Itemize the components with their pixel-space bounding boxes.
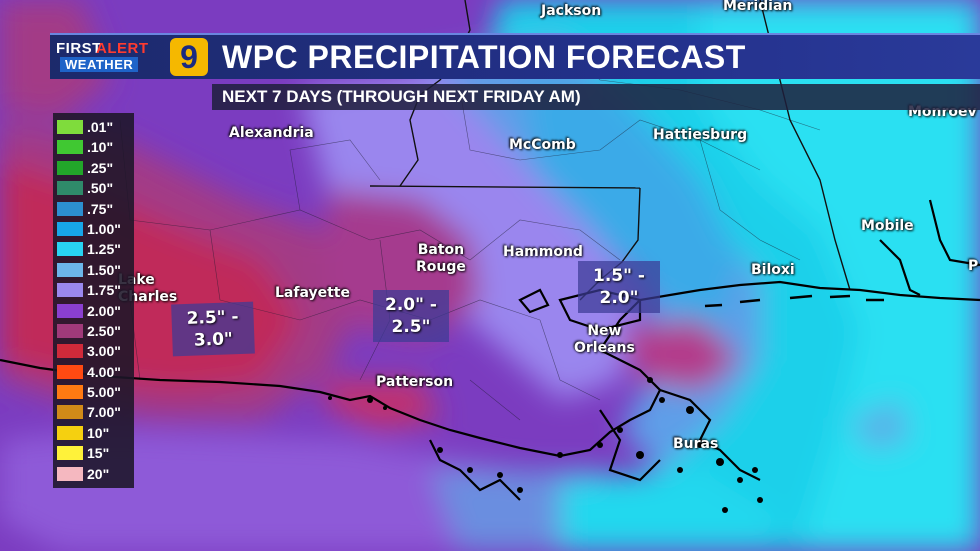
legend-item: 1.50" (53, 260, 134, 280)
legend-item: 4.00" (53, 362, 134, 382)
amount-box-central: 2.0" - 2.5" (373, 290, 449, 342)
city-label-mobile: Mobile (861, 218, 914, 234)
legend-item: 2.00" (53, 301, 134, 321)
city-label-new-orleans: New Orleans (574, 323, 635, 356)
legend-item: .25" (53, 158, 134, 178)
amount-box-east: 1.5" - 2.0" (578, 261, 660, 313)
legend-item: 15" (53, 443, 134, 463)
legend-swatch (57, 385, 83, 400)
city-label-mccomb: McComb (509, 137, 576, 153)
amount-box-west: 2.5" - 3.0" (171, 301, 255, 357)
legend-swatch (57, 466, 83, 481)
title-bar: FIRST ALERT WEATHER 9 WPC PRECIPITATION … (50, 33, 980, 79)
legend-label: .10" (87, 139, 114, 156)
legend-label: .25" (87, 159, 114, 176)
city-label-meridian: Meridian (723, 0, 793, 14)
legend-label: 2.00" (87, 302, 121, 319)
legend-label: 1.00" (87, 220, 121, 237)
city-label-baton-rouge: Baton Rouge (416, 242, 466, 275)
city-label-alexandria: Alexandria (229, 125, 314, 141)
legend-label: 7.00" (87, 404, 121, 421)
legend-swatch (57, 303, 83, 318)
legend-swatch (57, 425, 83, 440)
legend-swatch (57, 242, 83, 257)
legend-item: 2.50" (53, 321, 134, 341)
legend-item: .10" (53, 137, 134, 157)
legend-swatch (57, 446, 83, 461)
legend-swatch (57, 221, 83, 236)
legend-swatch (57, 140, 83, 155)
legend-label: 2.50" (87, 322, 121, 339)
station-logo: FIRST ALERT WEATHER 9 (54, 38, 214, 76)
legend-item: 1.00" (53, 219, 134, 239)
legend-label: 20" (87, 465, 110, 482)
legend-item: 20" (53, 464, 134, 484)
subtitle-bar: NEXT 7 DAYS (THROUGH NEXT FRIDAY AM) (212, 84, 980, 110)
legend-label: 4.00" (87, 363, 121, 380)
legend-item: 3.00" (53, 341, 134, 361)
legend-label: 1.75" (87, 282, 121, 299)
logo-weather-text: WEATHER (60, 57, 139, 72)
legend-item: 7.00" (53, 402, 134, 422)
legend-swatch (57, 405, 83, 420)
city-label-patterson: Patterson (376, 374, 454, 390)
precipitation-legend: .01" .10" .25" .50" .75" 1.00" 1.25" 1.50" 1.75"… (53, 113, 134, 488)
legend-label: 5.00" (87, 384, 121, 401)
legend-item: .01" (53, 117, 134, 137)
legend-item: 5.00" (53, 382, 134, 402)
page-subtitle: NEXT 7 DAYS (THROUGH NEXT FRIDAY AM) (222, 87, 581, 106)
legend-swatch (57, 344, 83, 359)
legend-swatch (57, 323, 83, 338)
city-label-hattiesburg: Hattiesburg (653, 127, 748, 143)
city-label-biloxi: Biloxi (751, 262, 795, 278)
legend-label: 1.25" (87, 241, 121, 258)
legend-item: .50" (53, 178, 134, 198)
city-label-jackson: Jackson (541, 3, 602, 19)
channel-number-badge: 9 (170, 38, 208, 76)
legend-label: 15" (87, 445, 110, 462)
legend-swatch (57, 364, 83, 379)
legend-swatch (57, 283, 83, 298)
legend-label: .01" (87, 119, 114, 135)
legend-swatch (57, 120, 83, 134)
legend-label: 1.50" (87, 261, 121, 278)
logo-alert-text: ALERT (96, 40, 149, 57)
logo-first-text: FIRST (56, 40, 102, 57)
legend-label: 3.00" (87, 343, 121, 360)
legend-item: 1.75" (53, 280, 134, 300)
legend-item: 1.25" (53, 239, 134, 259)
city-label-lafayette: Lafayette (275, 285, 350, 301)
legend-swatch (57, 181, 83, 196)
page-title: WPC PRECIPITATION FORECAST (222, 39, 746, 75)
legend-swatch (57, 160, 83, 175)
legend-label: 10" (87, 424, 110, 441)
legend-label: .75" (87, 200, 114, 217)
legend-label: .50" (87, 180, 114, 197)
legend-item: 10" (53, 423, 134, 443)
city-label-pensacola: P (968, 258, 979, 274)
city-label-buras: Buras (673, 436, 719, 452)
legend-item: .75" (53, 199, 134, 219)
legend-swatch (57, 201, 83, 216)
legend-swatch (57, 262, 83, 277)
city-label-hammond: Hammond (503, 244, 583, 260)
